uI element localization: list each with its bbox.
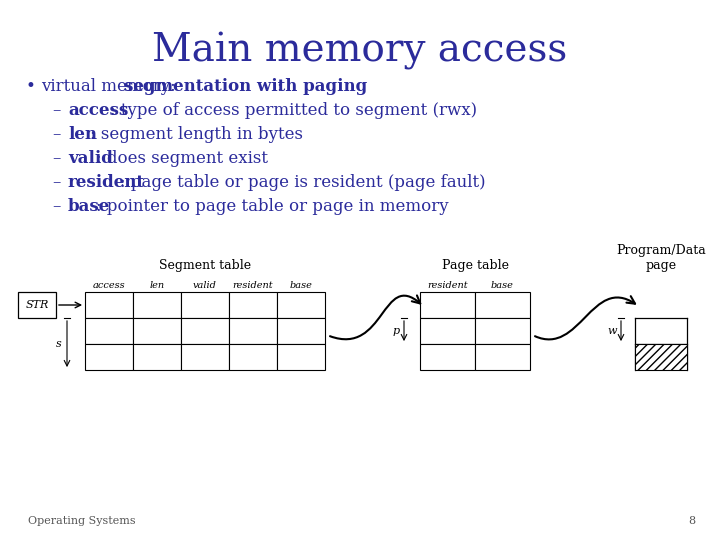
Bar [635,344,687,370]
Text: segmentation with paging: segmentation with paging [124,78,367,95]
Bar [277,292,325,318]
FancyArrowPatch shape [330,295,420,339]
Text: p: p [393,326,400,336]
Text: access: access [68,102,128,119]
Text: : segment length in bytes: : segment length in bytes [90,126,303,143]
Bar [133,344,181,370]
Text: base: base [491,281,514,290]
Bar [181,344,229,370]
Text: resident: resident [427,281,468,290]
Bar [475,292,530,318]
Bar [475,344,530,370]
Bar [420,292,475,318]
Text: base: base [68,198,110,215]
Text: STR: STR [25,300,49,310]
Text: len: len [68,126,97,143]
Text: : does segment exist: : does segment exist [96,150,268,167]
Text: valid: valid [68,150,113,167]
Bar [85,318,133,344]
Text: : page table or page is resident (page fault): : page table or page is resident (page f… [120,174,485,191]
Text: Program/Data
page: Program/Data page [616,244,706,272]
Bar [277,318,325,344]
Text: w: w [608,326,617,336]
Text: base: base [289,281,312,290]
Text: –: – [52,150,60,167]
Bar [277,344,325,370]
Text: resident: resident [233,281,274,290]
Text: len: len [150,281,165,290]
Bar [85,292,133,318]
Text: access: access [93,281,125,290]
Bar [18,292,56,318]
Text: :: : [276,78,282,95]
Text: : type of access permitted to segment (rwx): : type of access permitted to segment (r… [110,102,477,119]
Text: Main memory access: Main memory access [153,32,567,70]
Text: valid: valid [193,281,217,290]
Text: Operating Systems: Operating Systems [28,516,135,526]
Bar [181,318,229,344]
Bar [229,344,277,370]
Bar [85,344,133,370]
Text: –: – [52,198,60,215]
Bar [420,318,475,344]
Bar [229,292,277,318]
Text: •: • [25,78,35,95]
Bar [420,344,475,370]
Text: 8: 8 [688,516,695,526]
Bar [133,292,181,318]
Bar [475,318,530,344]
Text: –: – [52,126,60,143]
Text: resident: resident [68,174,145,191]
Text: Segment table: Segment table [159,259,251,272]
Text: s: s [56,339,62,349]
Text: : pointer to page table or page in memory: : pointer to page table or page in memor… [96,198,449,215]
Text: –: – [52,102,60,119]
Text: –: – [52,174,60,191]
Text: virtual memory:: virtual memory: [41,78,181,95]
Bar [181,292,229,318]
Text: Page table: Page table [441,259,508,272]
Bar [229,318,277,344]
Bar [133,318,181,344]
FancyArrowPatch shape [535,296,635,340]
